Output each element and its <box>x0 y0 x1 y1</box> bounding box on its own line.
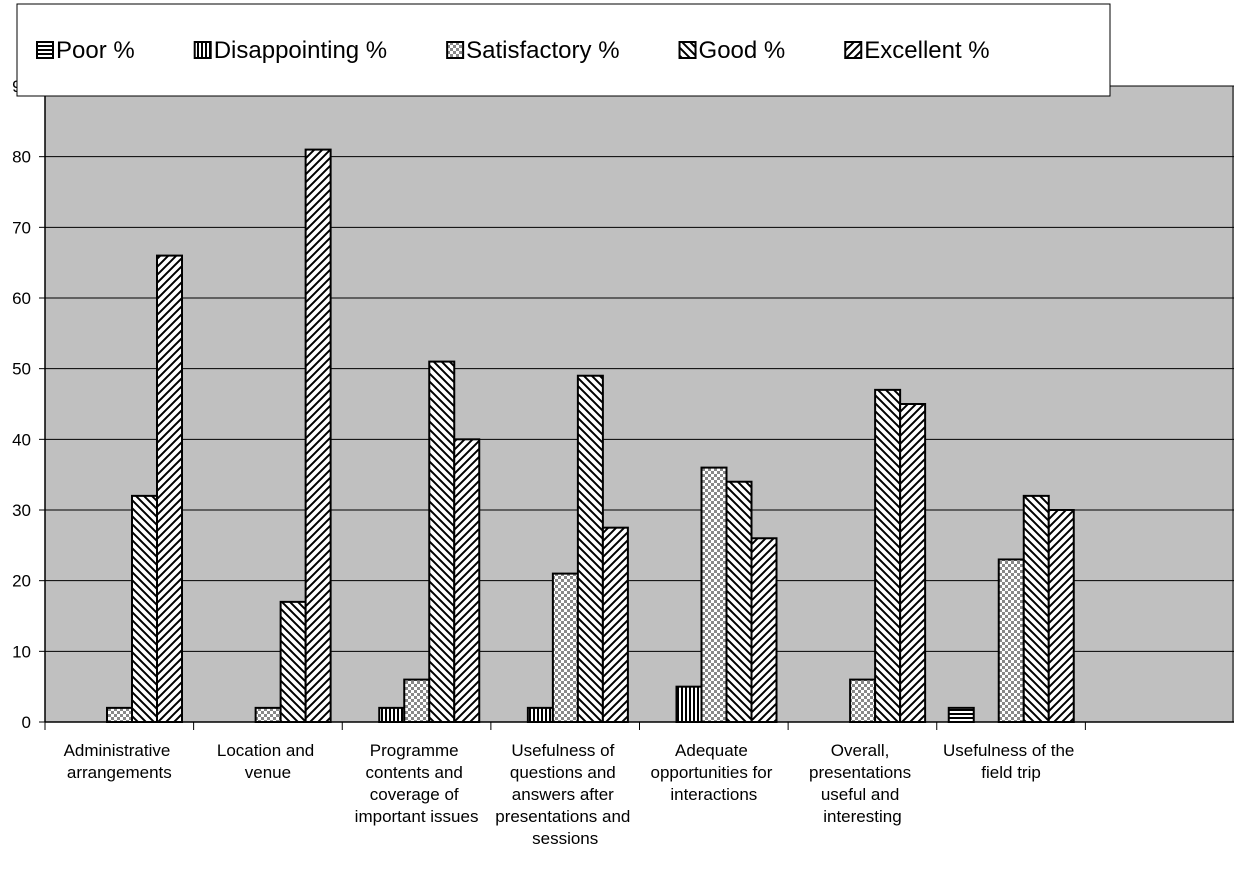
x-tick-label: Usefulness of the field trip <box>943 741 1079 782</box>
y-tick-label: 10 <box>12 642 31 661</box>
y-tick-label: 60 <box>12 289 31 308</box>
bar <box>1047 509 1075 723</box>
legend-swatch <box>36 41 54 59</box>
legend-label: Poor % <box>56 37 135 64</box>
bar <box>576 374 604 723</box>
bar <box>304 148 332 724</box>
x-tick-label: Adequate opportunities for interactions <box>650 741 777 804</box>
y-tick-label: 80 <box>12 148 31 167</box>
y-tick-label: 50 <box>12 360 31 379</box>
bar <box>156 254 183 723</box>
bar <box>947 706 975 723</box>
bar <box>403 678 431 723</box>
x-tick-label: Location and venue <box>217 741 319 782</box>
bar <box>106 706 133 723</box>
bar <box>551 572 579 723</box>
legend-swatch <box>844 41 863 59</box>
bar <box>601 526 629 724</box>
x-tick-label: Administrative arrangements <box>64 741 175 782</box>
bar <box>849 678 877 723</box>
bar <box>700 466 728 723</box>
legend-label: Disappointing % <box>214 37 387 64</box>
legend-swatch <box>446 41 465 59</box>
bar <box>428 360 456 723</box>
bar <box>997 558 1025 724</box>
y-tick-label: 0 <box>22 713 31 732</box>
y-tick-label: 20 <box>12 572 31 591</box>
bar <box>899 403 927 723</box>
bar <box>1022 494 1050 723</box>
legend-label: Excellent % <box>864 37 989 64</box>
bar <box>279 600 307 723</box>
x-tick-label: Programme contents and coverage of impor… <box>355 741 479 826</box>
bar <box>725 480 753 723</box>
legend-swatch <box>193 41 212 59</box>
y-tick-label: 30 <box>12 501 31 520</box>
x-tick-label: Overall, presentations useful and intere… <box>809 741 916 826</box>
bar <box>675 685 703 724</box>
bar <box>453 438 481 723</box>
bar <box>526 706 554 723</box>
bar <box>874 388 902 723</box>
bar <box>131 494 158 723</box>
bar <box>750 537 778 723</box>
x-tick-label: Usefulness of questions and answers afte… <box>495 741 635 848</box>
legend-label: Good % <box>699 37 786 64</box>
legend-swatch <box>678 41 697 59</box>
legend-label: Satisfactory % <box>466 37 619 64</box>
bar <box>254 706 282 723</box>
bar <box>378 706 406 723</box>
y-tick-label: 40 <box>12 430 31 449</box>
y-tick-label: 70 <box>12 218 31 237</box>
